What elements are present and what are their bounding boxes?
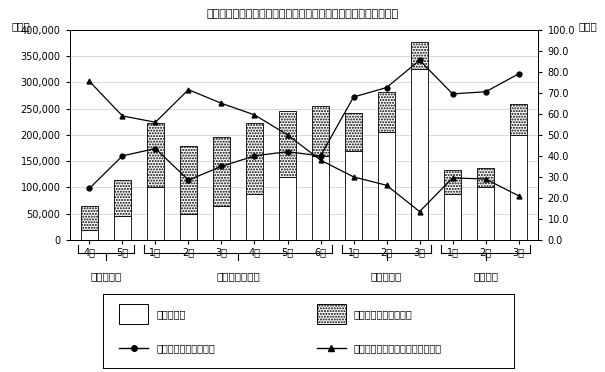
Bar [477, 168, 494, 187]
Bar [180, 147, 197, 214]
Bar [147, 123, 164, 187]
Bar [279, 177, 296, 240]
Bar [213, 206, 230, 240]
Bar [378, 92, 395, 132]
Bar [444, 170, 461, 194]
Bar [312, 156, 329, 240]
Bar [279, 111, 296, 177]
Bar [444, 194, 461, 240]
Text: 中　学　校: 中 学 校 [371, 272, 402, 282]
Bar [213, 138, 230, 206]
Bar [510, 105, 527, 135]
Bar [119, 304, 148, 324]
Bar [411, 42, 428, 69]
Text: （円）: （円） [12, 22, 30, 32]
Bar [312, 106, 329, 156]
Bar [477, 187, 494, 240]
Bar [180, 214, 197, 240]
Bar [378, 132, 395, 240]
Bar [114, 180, 131, 216]
Text: 高等学校: 高等学校 [473, 272, 498, 282]
Bar [81, 206, 98, 231]
Bar [114, 216, 131, 240]
Bar [147, 187, 164, 240]
Text: その他の学校外活動費の構成比率: その他の学校外活動費の構成比率 [354, 343, 442, 353]
Bar [81, 231, 98, 240]
Text: 幼　稚　園: 幼 稚 園 [90, 272, 122, 282]
Bar [345, 113, 362, 151]
Text: 補助学習費: 補助学習費 [156, 309, 186, 319]
Text: 補助学習費の構成比率: 補助学習費の構成比率 [156, 343, 215, 353]
Bar [246, 194, 263, 240]
Bar [345, 151, 362, 240]
Bar [510, 135, 527, 240]
Text: 図５－１　公立学校の補助学習費とその他の学校外活動費の状況: 図５－１ 公立学校の補助学習費とその他の学校外活動費の状況 [206, 9, 399, 19]
Text: （％）: （％） [579, 22, 597, 32]
Text: 小　　学　　校: 小 学 校 [216, 272, 260, 282]
Bar [317, 304, 345, 324]
Bar [246, 123, 263, 194]
Text: その他の学校外活動費: その他の学校外活動費 [354, 309, 413, 319]
Bar [411, 69, 428, 240]
